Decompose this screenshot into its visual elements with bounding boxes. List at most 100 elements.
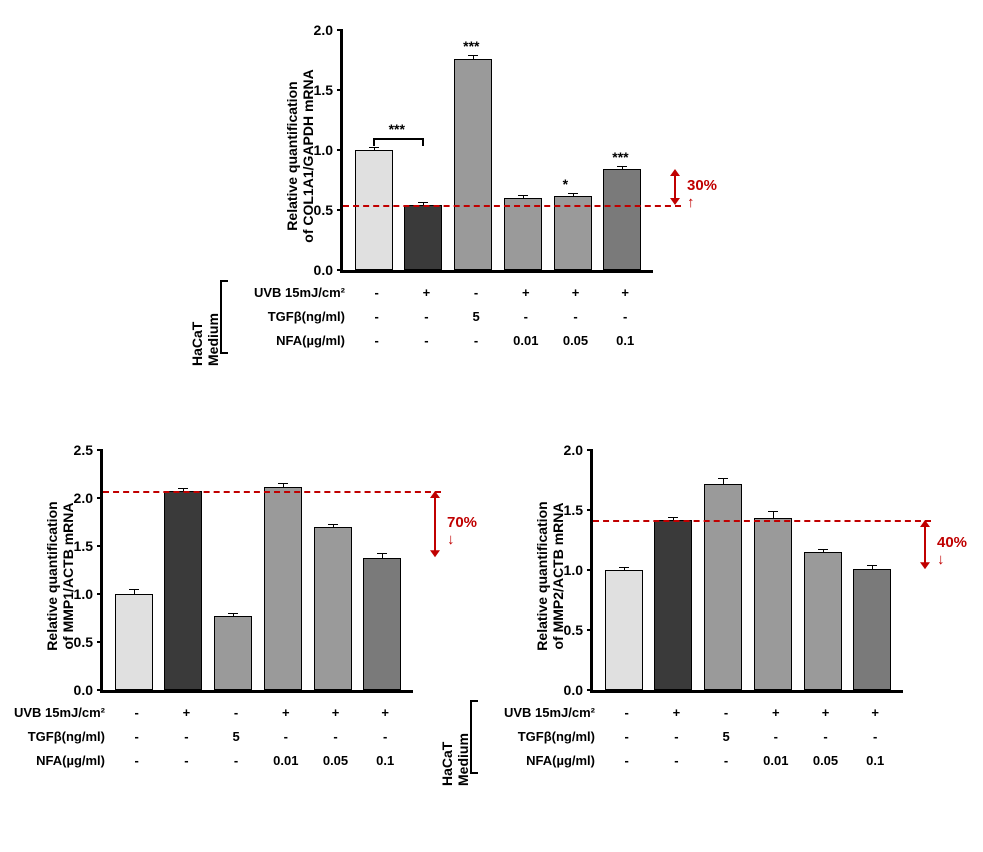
medium-bracket xyxy=(220,280,228,354)
ytick-label: 0.0 xyxy=(314,262,333,278)
treatment-cell: - xyxy=(602,729,652,744)
bar-5 xyxy=(804,552,842,690)
treatment-cell: - xyxy=(162,753,212,768)
treatment-cell: - xyxy=(360,729,410,744)
medium-label: HaCaTMedium xyxy=(439,706,471,786)
panel-botL: Relative quantificationof MMP1/ACTB mRNA… xyxy=(20,440,500,800)
bar-3 xyxy=(454,59,492,270)
errorbar xyxy=(823,550,824,552)
treatment-row-uvb: UVB 15mJ/cm²-+-+++ xyxy=(475,700,900,724)
treatment-cell: 5 xyxy=(701,729,751,744)
reference-line xyxy=(593,520,931,522)
errorbar-cap xyxy=(278,483,288,484)
treatment-cell: - xyxy=(451,285,501,300)
ytick xyxy=(587,509,593,511)
sig-bracket xyxy=(374,138,424,140)
ytick-label: 2.5 xyxy=(74,442,93,458)
treatment-cell: 0.05 xyxy=(801,753,851,768)
treatment-cell: - xyxy=(402,309,452,324)
treatment-cell: + xyxy=(801,705,851,720)
ytick-label: 1.0 xyxy=(314,142,333,158)
errorbar xyxy=(622,167,623,169)
treatment-row-tgf: TGFβ(ng/ml)--5--- xyxy=(475,724,900,748)
sig-marker: *** xyxy=(612,149,628,165)
errorbar-cap xyxy=(768,511,778,512)
treatment-row-nfa: NFA(µg/ml)---0.010.050.1 xyxy=(225,328,650,352)
bar-3 xyxy=(214,616,252,690)
errorbar-cap xyxy=(568,193,578,194)
errorbar-cap xyxy=(867,565,877,566)
treatment-label: TGFβ(ng/ml) xyxy=(0,729,111,744)
treatment-cell: + xyxy=(360,705,410,720)
bar-6 xyxy=(603,169,641,270)
treatment-row-nfa: NFA(µg/ml)---0.010.050.1 xyxy=(0,748,410,772)
treatment-cell: - xyxy=(211,705,261,720)
bar-1 xyxy=(605,570,643,690)
treatment-label: TGFβ(ng/ml) xyxy=(475,729,601,744)
panel-top: Relative quantificationof COL1A1/GAPDH m… xyxy=(260,20,740,380)
treatment-cell: - xyxy=(602,753,652,768)
bar-1 xyxy=(355,150,393,270)
ytick-label: 1.5 xyxy=(314,82,333,98)
treatment-cell: - xyxy=(751,729,801,744)
errorbar xyxy=(473,56,474,58)
errorbar xyxy=(283,484,284,488)
treatment-cell: - xyxy=(652,729,702,744)
treatment-cell: - xyxy=(701,753,751,768)
change-arrow xyxy=(427,491,443,557)
treatment-cell: - xyxy=(850,729,900,744)
ytick xyxy=(97,449,103,451)
bar-3 xyxy=(704,484,742,690)
treatment-cell: 0.1 xyxy=(360,753,410,768)
errorbar xyxy=(624,568,625,570)
treatment-cell: - xyxy=(402,333,452,348)
sig-marker: *** xyxy=(463,38,479,54)
bar-2 xyxy=(404,205,442,270)
ytick-label: 2.0 xyxy=(74,490,93,506)
bar-4 xyxy=(754,518,792,690)
treatment-cell: - xyxy=(352,309,402,324)
bar-2 xyxy=(654,520,692,690)
ytick xyxy=(587,689,593,691)
treatment-label: NFA(µg/ml) xyxy=(0,753,111,768)
ytick-label: 2.0 xyxy=(314,22,333,38)
medium-bracket xyxy=(470,700,478,774)
ytick-label: 0.5 xyxy=(314,202,333,218)
panel-botR: Relative quantificationof MMP2/ACTB mRNA… xyxy=(510,440,983,800)
errorbar-cap xyxy=(718,478,728,479)
bar-4 xyxy=(504,198,542,270)
ytick xyxy=(337,149,343,151)
sig-bracket-label: *** xyxy=(389,121,405,137)
ytick xyxy=(337,269,343,271)
change-annotation: 70% ↓ xyxy=(447,514,477,548)
errorbar-cap xyxy=(228,613,238,614)
treatment-label: UVB 15mJ/cm² xyxy=(0,705,111,720)
errorbar-cap xyxy=(129,589,139,590)
treatment-cell: 0.1 xyxy=(600,333,650,348)
treatment-row-nfa: NFA(µg/ml)---0.010.050.1 xyxy=(475,748,900,772)
plot-area: 0.00.51.01.52.040% ↓ xyxy=(590,450,903,693)
treatment-cell: - xyxy=(600,309,650,324)
errorbar xyxy=(333,525,334,527)
errorbar-cap xyxy=(418,202,428,203)
treatment-label: NFA(µg/ml) xyxy=(225,333,351,348)
treatment-cell: - xyxy=(551,309,601,324)
errorbar-cap xyxy=(518,195,528,196)
ytick-label: 1.5 xyxy=(74,538,93,554)
yaxis-label: Relative quantificationof COL1A1/GAPDH m… xyxy=(284,26,316,286)
ytick xyxy=(337,89,343,91)
ytick xyxy=(97,497,103,499)
treatment-cell: + xyxy=(261,705,311,720)
errorbar-cap xyxy=(369,147,379,148)
ytick-label: 1.0 xyxy=(74,586,93,602)
ytick xyxy=(587,629,593,631)
change-annotation: 40% ↓ xyxy=(937,534,967,568)
treatment-cell: - xyxy=(162,729,212,744)
treatment-table: UVB 15mJ/cm²-+-+++TGFβ(ng/ml)--5---NFA(µ… xyxy=(225,280,650,352)
treatment-cell: + xyxy=(311,705,361,720)
errorbar-cap xyxy=(668,517,678,518)
sig-bracket-tick xyxy=(373,138,375,146)
treatment-cell: - xyxy=(602,705,652,720)
bar-6 xyxy=(363,558,401,690)
treatment-cell: 5 xyxy=(211,729,261,744)
